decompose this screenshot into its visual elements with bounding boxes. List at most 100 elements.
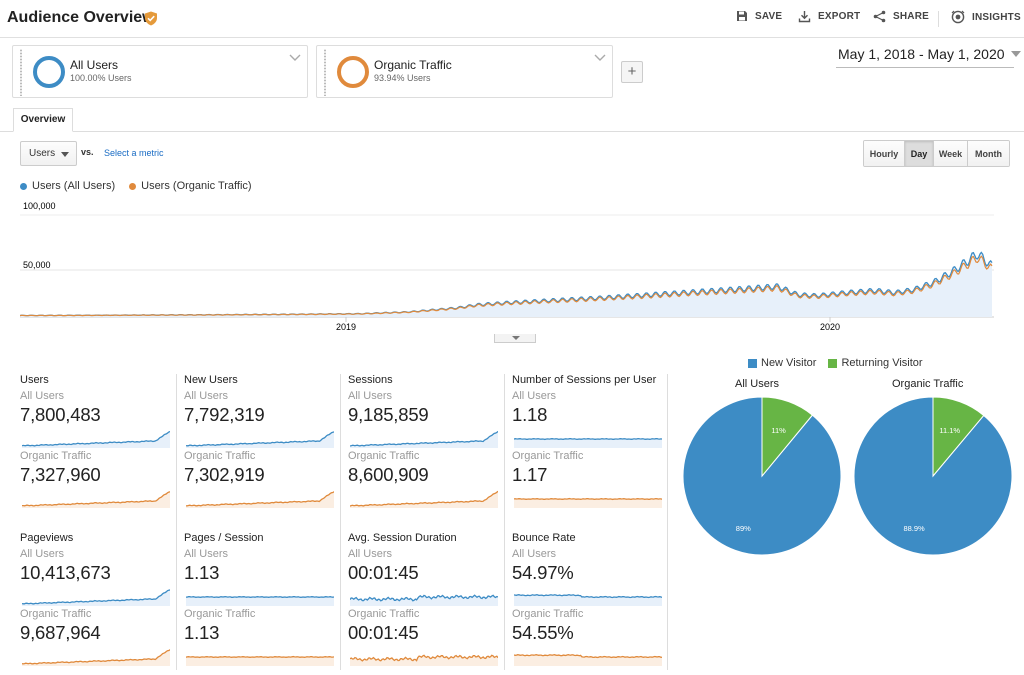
- legend-dot: [20, 182, 27, 190]
- sparkline-area: [186, 656, 334, 666]
- legend-item-all-users[interactable]: Users (All Users): [20, 180, 115, 192]
- metric-value: 54.55%: [512, 622, 574, 643]
- sparkline-line: [186, 655, 334, 659]
- tile-divider: [340, 374, 341, 670]
- chevron-down-icon[interactable]: [289, 54, 301, 62]
- metric-segment-label: Organic Traffic: [20, 450, 92, 462]
- sparkline: [186, 491, 334, 508]
- metric-value: 7,792,319: [184, 404, 265, 425]
- pie-slice-label: 11.1%: [939, 426, 960, 435]
- legend-dot: [129, 182, 137, 190]
- sparkline: [22, 649, 170, 666]
- insights-label: INSIGHTS: [972, 11, 1021, 23]
- save-label: SAVE: [755, 10, 783, 22]
- segment-subtitle: 93.94% Users: [374, 73, 431, 83]
- metric-tile-new-users[interactable]: New Users All Users 7,792,319 Organic Tr…: [184, 374, 336, 519]
- sparkline-area: [350, 595, 498, 606]
- metric-segment-label: Organic Traffic: [348, 450, 420, 462]
- date-range-picker[interactable]: May 1, 2018 - May 1, 2020: [838, 46, 1021, 62]
- granularity-hourly[interactable]: Hourly: [864, 141, 905, 166]
- y-tick-label: 50,000: [23, 260, 51, 270]
- metric-segment-label: All Users: [184, 548, 229, 560]
- tab-overview[interactable]: Overview: [13, 108, 73, 132]
- drag-handle[interactable]: [324, 49, 326, 96]
- share-button[interactable]: SHARE: [873, 10, 929, 23]
- segment-organic-traffic[interactable]: Organic Traffic 93.94% Users: [316, 45, 613, 98]
- pie-slice-returning-visitor[interactable]: [932, 396, 985, 478]
- sparkline-line: [22, 430, 170, 447]
- add-segment-button[interactable]: +: [621, 61, 643, 83]
- granularity-day[interactable]: Day: [905, 141, 934, 166]
- metric-tile-bounce-rate[interactable]: Bounce Rate All Users 54.97% Organic Tra…: [512, 532, 664, 675]
- sparkline-area: [186, 491, 334, 508]
- sparkline-area: [186, 596, 334, 606]
- metric-tile-pages-per-session[interactable]: Pages / Session All Users 1.13 Organic T…: [184, 532, 336, 675]
- segment-color-ring: [33, 56, 65, 88]
- pie-legend: New Visitor Returning Visitor: [748, 357, 923, 369]
- download-icon: [798, 11, 811, 23]
- segment-subtitle: 100.00% Users: [70, 73, 132, 83]
- pie-title-all-users: All Users: [735, 378, 780, 390]
- metric-dropdown[interactable]: Users: [20, 141, 77, 166]
- granularity-month[interactable]: Month: [968, 141, 1009, 166]
- metric-tile-users[interactable]: Users All Users 7,800,483 Organic Traffi…: [20, 374, 172, 519]
- page-title: Audience Overview: [7, 9, 155, 26]
- sparkline-area: [22, 649, 170, 666]
- sparkline-area: [22, 589, 170, 606]
- tab-divider: [0, 131, 1024, 132]
- date-range-underline: [836, 67, 1014, 68]
- granularity-week[interactable]: Week: [934, 141, 968, 166]
- legend-label: Returning Visitor: [841, 357, 923, 369]
- users-over-time-chart[interactable]: 100,000 50,000 2019 2020: [20, 198, 994, 343]
- metric-segment-label: All Users: [348, 548, 393, 560]
- sparkline-line: [186, 431, 334, 447]
- legend-label: Users (All Users): [32, 180, 116, 192]
- sparkline: [514, 594, 662, 606]
- segment-color-ring: [337, 56, 369, 88]
- tile-divider: [667, 374, 668, 670]
- metric-value: 7,302,919: [184, 464, 265, 485]
- metric-segment-label: Organic Traffic: [512, 608, 584, 620]
- legend-swatch: [828, 358, 838, 368]
- chart-collapse-handle[interactable]: [494, 334, 536, 343]
- sparkline: [350, 430, 498, 448]
- sparkline-area: [514, 498, 662, 508]
- metric-value: 7,327,960: [20, 464, 101, 485]
- pie-slice-returning-visitor[interactable]: [761, 396, 814, 478]
- metric-title: Users: [20, 374, 49, 386]
- save-button[interactable]: SAVE: [736, 10, 782, 22]
- chevron-down-icon[interactable]: [594, 54, 606, 62]
- pie-legend-new-visitor[interactable]: New Visitor: [748, 357, 816, 369]
- segment-all-users[interactable]: All Users 100.00% Users: [12, 45, 308, 98]
- sparkline-line: [350, 594, 498, 602]
- page-header: [0, 0, 1024, 38]
- caret-down-icon: [512, 336, 520, 340]
- drag-handle[interactable]: [20, 49, 22, 96]
- insights-button[interactable]: INSIGHTS: [951, 10, 1021, 24]
- metric-tile-pageviews[interactable]: Pageviews All Users 10,413,673 Organic T…: [20, 532, 172, 675]
- metric-segment-label: Organic Traffic: [20, 608, 92, 620]
- sparkline-line: [514, 654, 662, 659]
- metric-title: Sessions: [348, 374, 393, 386]
- metric-tile-sessions[interactable]: Sessions All Users 9,185,859 Organic Tra…: [348, 374, 500, 519]
- metric-dropdown-value: Users: [29, 148, 56, 159]
- export-button[interactable]: EXPORT: [798, 10, 860, 23]
- tile-divider: [176, 374, 177, 670]
- pie-chart-organic-traffic[interactable]: 88.9% 11.1%: [853, 396, 1013, 556]
- metric-segment-label: All Users: [20, 390, 65, 402]
- pie-chart-all-users[interactable]: 89% 11%: [682, 396, 842, 556]
- pie-legend-returning-visitor[interactable]: Returning Visitor: [828, 357, 923, 369]
- sparkline-line: [350, 654, 498, 662]
- pie-title-organic-traffic: Organic Traffic: [892, 378, 964, 390]
- metric-tile-sessions-per-user[interactable]: Number of Sessions per User All Users 1.…: [512, 374, 664, 519]
- legend-item-organic[interactable]: Users (Organic Traffic): [129, 180, 252, 192]
- caret-down-icon: [61, 152, 69, 157]
- metric-title: New Users: [184, 374, 238, 386]
- pie-slice-label: 11%: [771, 426, 786, 435]
- sparkline: [514, 497, 662, 508]
- select-metric-link[interactable]: Select a metric: [104, 148, 164, 158]
- metric-segment-label: Organic Traffic: [512, 450, 584, 462]
- metric-tile-avg-session-duration[interactable]: Avg. Session Duration All Users 00:01:45…: [348, 532, 500, 675]
- sparkline: [22, 491, 170, 508]
- sparkline-line: [514, 497, 662, 501]
